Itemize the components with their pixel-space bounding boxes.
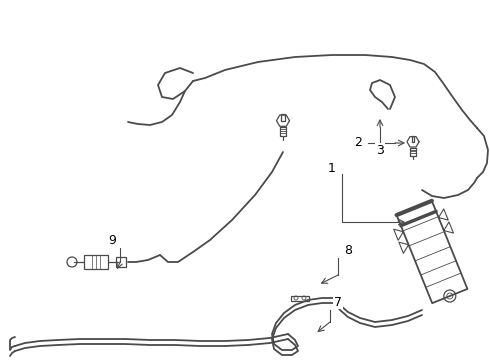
Text: 8: 8 (344, 243, 352, 256)
Bar (291, 296, 309, 301)
Text: 3: 3 (376, 144, 384, 157)
Text: 2: 2 (354, 136, 362, 149)
Bar (84, 255, 108, 269)
Text: 1: 1 (328, 162, 336, 175)
Bar (116, 257, 126, 267)
Text: 9: 9 (108, 234, 116, 247)
Text: 7: 7 (334, 296, 342, 309)
